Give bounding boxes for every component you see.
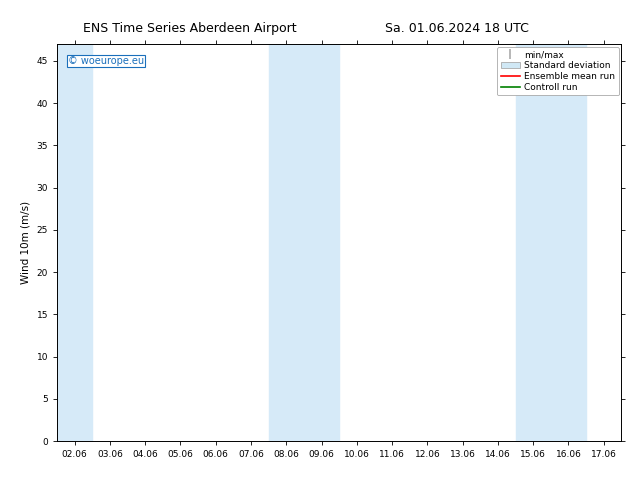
Bar (515, 44, 586, 441)
Bar (57, 44, 93, 441)
Text: ENS Time Series Aberdeen Airport: ENS Time Series Aberdeen Airport (84, 22, 297, 35)
Text: © woeurope.eu: © woeurope.eu (68, 56, 145, 66)
Legend: min/max, Standard deviation, Ensemble mean run, Controll run: min/max, Standard deviation, Ensemble me… (497, 47, 619, 96)
Bar (269, 44, 339, 441)
Text: Sa. 01.06.2024 18 UTC: Sa. 01.06.2024 18 UTC (385, 22, 528, 35)
Y-axis label: Wind 10m (m/s): Wind 10m (m/s) (21, 201, 31, 284)
